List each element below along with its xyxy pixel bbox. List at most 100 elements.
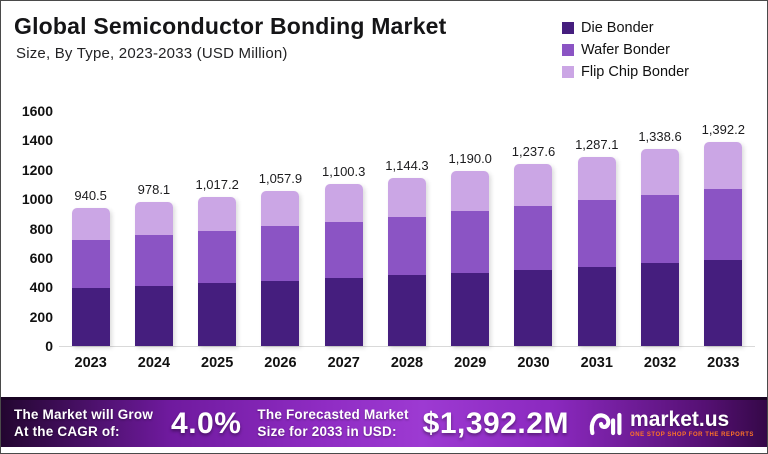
chart-title: Global Semiconductor Bonding Market [14, 13, 447, 39]
bar-column-2030: 1,237.6 2030 [502, 101, 565, 371]
x-axis-label-2032: 2032 [643, 355, 677, 371]
stacked-bar-2029 [451, 171, 490, 346]
y-axis-tick-1400: 1400 [21, 132, 53, 149]
bar-column-2027: 1,100.3 2027 [312, 101, 375, 371]
bar-segment-die-bonder [387, 275, 426, 346]
y-axis: 0 200 400 600 800 1000 1200 1400 1600 [7, 101, 53, 354]
forecast-label-line2: Size for 2033 in USD: [257, 423, 397, 439]
bar-column-2023: 940.5 2023 [59, 101, 122, 371]
legend-label: Flip Chip Bonder [581, 64, 689, 80]
bar-total-label: 940.5 [74, 187, 107, 203]
bar-segment-wafer-bonder [451, 211, 490, 273]
bar-segment-wafer-bonder [261, 226, 300, 281]
bar-column-2025: 1,017.2 2025 [186, 101, 249, 371]
legend-swatch-die-bonder [562, 22, 574, 34]
bar-column-2026: 1,057.9 2026 [249, 101, 312, 371]
bar-segment-die-bonder [71, 287, 110, 346]
legend: Die Bonder Wafer Bonder Flip Chip Bonder [562, 17, 689, 83]
y-axis-tick-400: 400 [29, 279, 53, 296]
bar-column-2024: 978.1 2024 [122, 101, 185, 371]
bar-column-2029: 1,190.0 2029 [439, 101, 502, 371]
bar-segment-die-bonder [261, 280, 300, 346]
y-axis-tick-1000: 1000 [21, 191, 53, 208]
x-axis-label-2023: 2023 [74, 355, 107, 371]
stacked-bar-2032 [641, 149, 680, 346]
y-axis-tick-1600: 1600 [21, 103, 53, 119]
bar-segment-wafer-bonder [641, 194, 680, 264]
bar-segment-die-bonder [704, 260, 743, 346]
bar-column-2028: 1,144.3 2028 [375, 101, 438, 371]
y-axis-tick-1200: 1200 [21, 161, 53, 178]
bar-segment-wafer-bonder [387, 216, 426, 276]
bar-segment-flip-chip-bonder [71, 207, 110, 240]
legend-swatch-wafer-bonder [562, 44, 574, 56]
bar-segment-die-bonder [451, 272, 490, 346]
bar-segment-wafer-bonder [324, 221, 363, 279]
x-axis-label-2031: 2031 [580, 355, 613, 371]
cagr-label: The Market will Grow At the CAGR of: [14, 407, 153, 439]
x-axis-label-2026: 2026 [264, 355, 297, 371]
cagr-label-line1: The Market will Grow [14, 407, 154, 423]
stacked-bar-2030 [514, 164, 553, 346]
cagr-label-line2: At the CAGR of: [14, 423, 120, 439]
bar-segment-flip-chip-bonder [198, 196, 237, 231]
brand-tagline: ONE STOP SHOP FOR THE REPORTS [630, 432, 754, 438]
bar-total-label: 978.1 [137, 182, 171, 198]
bar-segment-wafer-bonder [577, 200, 616, 267]
bar-segment-flip-chip-bonder [134, 202, 173, 236]
bar-segment-wafer-bonder [134, 235, 173, 286]
bar-segment-wafer-bonder [198, 230, 237, 284]
bar-total-label: 1,392.2 [701, 121, 745, 137]
bar-column-2032: 1,338.6 2032 [628, 101, 691, 371]
bar-segment-die-bonder [324, 278, 363, 346]
legend-item-die-bonder: Die Bonder [562, 17, 689, 39]
bar-segment-wafer-bonder [71, 239, 110, 288]
stacked-bar-2024 [134, 202, 173, 346]
x-axis-label-2029: 2029 [454, 355, 487, 371]
bar-segment-flip-chip-bonder [387, 177, 426, 217]
x-axis-baseline [59, 346, 755, 347]
chart-subtitle: Size, By Type, 2023-2033 (USD Million) [16, 45, 288, 62]
x-axis-label-2033: 2033 [707, 355, 740, 371]
stacked-bar-2028 [387, 177, 426, 346]
bar-segment-flip-chip-bonder [451, 171, 490, 212]
bar-segment-die-bonder [198, 283, 237, 346]
legend-label: Wafer Bonder [581, 42, 670, 58]
footer-banner: The Market will Grow At the CAGR of: 4.0… [1, 397, 767, 447]
y-axis-tick-0: 0 [45, 338, 53, 354]
y-axis-tick-600: 600 [29, 249, 53, 266]
bar-total-label: 1,190.0 [448, 151, 492, 167]
brand-text: market.us ONE STOP SHOP FOR THE REPORTS [630, 409, 754, 438]
bar-column-2031: 1,287.1 2031 [565, 101, 628, 371]
bar-total-label: 1,144.3 [385, 157, 429, 173]
stacked-bar-2033 [704, 141, 743, 346]
bar-total-label: 1,338.6 [638, 129, 682, 145]
stacked-bar-2025 [198, 196, 237, 346]
legend-swatch-flip-chip-bonder [562, 66, 574, 78]
brand-name: market.us [630, 408, 730, 431]
bar-total-label: 1,017.2 [195, 176, 239, 192]
bar-segment-flip-chip-bonder [577, 156, 616, 201]
legend-item-wafer-bonder: Wafer Bonder [562, 39, 689, 61]
legend-item-flip-chip-bonder: Flip Chip Bonder [562, 61, 689, 83]
bar-segment-die-bonder [641, 263, 680, 346]
bar-column-2033: 1,392.2 2033 [692, 101, 755, 371]
stacked-bar-2023 [71, 207, 110, 346]
bar-segment-flip-chip-bonder [324, 184, 363, 222]
market-us-logo-icon [589, 412, 622, 435]
bar-total-label: 1,057.9 [258, 170, 303, 186]
bar-segment-flip-chip-bonder [704, 141, 743, 189]
stacked-bar-2031 [577, 156, 616, 346]
stacked-bar-2027 [324, 184, 363, 346]
x-axis-label-2027: 2027 [327, 355, 360, 371]
bar-segment-wafer-bonder [704, 188, 743, 261]
stacked-bar-2026 [261, 190, 300, 346]
y-axis-tick-800: 800 [29, 220, 53, 237]
bar-chart-plot: 940.5 2023 978.1 2024 1,017.2 2025 1,057.9 2026… [59, 101, 755, 371]
bar-segment-flip-chip-bonder [514, 164, 553, 207]
bar-segment-die-bonder [514, 269, 553, 346]
forecast-value: $1,392.2M [422, 406, 569, 440]
bar-segment-flip-chip-bonder [641, 149, 680, 195]
bar-segment-wafer-bonder [514, 206, 553, 270]
